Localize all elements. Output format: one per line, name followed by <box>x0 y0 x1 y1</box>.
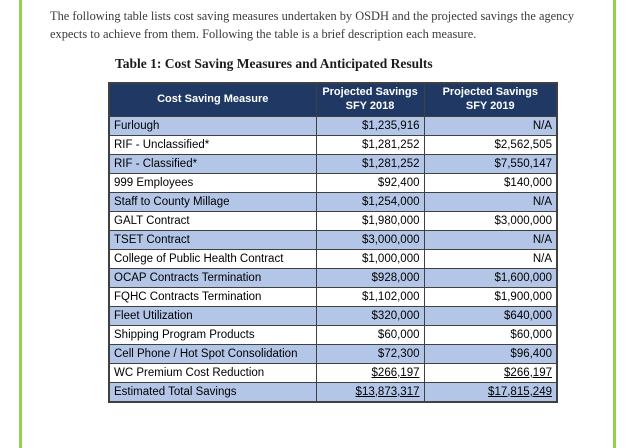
intro-paragraph: The following table lists cost saving me… <box>50 9 575 41</box>
measure-cell: Shipping Program Products <box>108 324 317 345</box>
sfy2019-cell: $2,562,505 <box>423 134 558 155</box>
table-row: Fleet Utilization $320,000 $640,000 <box>108 305 558 326</box>
measure-cell: Staff to County Millage <box>108 191 317 212</box>
sfy2019-cell: N/A <box>423 229 558 250</box>
measure-cell: Cell Phone / Hot Spot Consolidation <box>108 343 317 364</box>
page-border-left <box>19 0 22 448</box>
measure-cell: OCAP Contracts Termination <box>108 267 317 288</box>
sfy2018-cell: $1,281,252 <box>315 153 425 174</box>
sfy2019-cell: $3,000,000 <box>423 210 558 231</box>
column-header-sfy2018: Projected Savings SFY 2018 <box>315 82 425 117</box>
column-header-measure: Cost Saving Measure <box>108 82 317 117</box>
table-header-row: Cost Saving Measure Projected Savings SF… <box>108 82 558 117</box>
table-row: TSET Contract $3,000,000 N/A <box>108 229 558 250</box>
table-row: College of Public Health Contract $1,000,… <box>108 248 558 269</box>
measure-cell: RIF - Classified* <box>108 153 317 174</box>
sfy2019-cell: N/A <box>423 115 558 136</box>
sfy2019-cell: $17,815,249 <box>423 381 558 402</box>
sfy2018-cell: $1,000,000 <box>315 248 425 269</box>
sfy2018-cell: $1,102,000 <box>315 286 425 307</box>
sfy2018-cell: $72,300 <box>315 343 425 364</box>
sfy2018-cell: $266,197 <box>315 362 425 383</box>
table-row: Cell Phone / Hot Spot Consolidation $72,3… <box>108 343 558 364</box>
sfy2019-cell: N/A <box>423 191 558 212</box>
table-row: Shipping Program Products $60,000 $60,000 <box>108 324 558 345</box>
measure-cell: Furlough <box>108 115 317 136</box>
sfy2019-cell: $640,000 <box>423 305 558 326</box>
sfy2018-cell: $1,281,252 <box>315 134 425 155</box>
sfy2019-cell: $1,900,000 <box>423 286 558 307</box>
sfy2019-cell: $140,000 <box>423 172 558 193</box>
sfy2018-cell: $320,000 <box>315 305 425 326</box>
page-border-right <box>613 0 616 448</box>
measure-cell: College of Public Health Contract <box>108 248 317 269</box>
sfy2019-cell: $266,197 <box>423 362 558 383</box>
table-row: OCAP Contracts Termination $928,000 $1,600… <box>108 267 558 288</box>
sfy2018-cell: $3,000,000 <box>315 229 425 250</box>
sfy2018-cell: $13,873,317 <box>315 381 425 402</box>
measure-cell: GALT Contract <box>108 210 317 231</box>
table-row: Estimated Total Savings $13,873,317 $17,81… <box>108 381 558 402</box>
sfy2018-cell: $1,980,000 <box>315 210 425 231</box>
measure-cell: RIF - Unclassified* <box>108 134 317 155</box>
measure-cell: TSET Contract <box>108 229 317 250</box>
table-body: Furlough $1,235,916 N/A RIF - Unclassified*… <box>108 115 558 402</box>
table-row: GALT Contract $1,980,000 $3,000,000 <box>108 210 558 231</box>
cost-savings-table: Cost Saving Measure Projected Savings SF… <box>108 82 558 403</box>
sfy2019-cell: $60,000 <box>423 324 558 345</box>
sfy2019-cell: $1,600,000 <box>423 267 558 288</box>
sfy2019-cell: $96,400 <box>423 343 558 364</box>
measure-cell: Estimated Total Savings <box>108 381 317 402</box>
table-row: FQHC Contracts Termination $1,102,000 $1,9… <box>108 286 558 307</box>
measure-cell: WC Premium Cost Reduction <box>108 362 317 383</box>
table-row: WC Premium Cost Reduction $266,197 $266,19… <box>108 362 558 383</box>
sfy2019-cell: N/A <box>423 248 558 269</box>
sfy2019-cell: $7,550,147 <box>423 153 558 174</box>
measure-cell: 999 Employees <box>108 172 317 193</box>
sfy2018-cell: $928,000 <box>315 267 425 288</box>
sfy2018-cell: $1,254,000 <box>315 191 425 212</box>
table-row: RIF - Unclassified* $1,281,252 $2,562,505 <box>108 134 558 155</box>
sfy2018-cell: $1,235,916 <box>315 115 425 136</box>
sfy2018-cell: $60,000 <box>315 324 425 345</box>
table-title: Table 1: Cost Saving Measures and Antici… <box>115 56 433 71</box>
column-header-sfy2019: Projected Savings SFY 2019 <box>423 82 558 117</box>
measure-cell: Fleet Utilization <box>108 305 317 326</box>
table-row: Furlough $1,235,916 N/A <box>108 115 558 136</box>
table-row: 999 Employees $92,400 $140,000 <box>108 172 558 193</box>
table-row: Staff to County Millage $1,254,000 N/A <box>108 191 558 212</box>
sfy2018-cell: $92,400 <box>315 172 425 193</box>
measure-cell: FQHC Contracts Termination <box>108 286 317 307</box>
table-row: RIF - Classified* $1,281,252 $7,550,147 <box>108 153 558 174</box>
